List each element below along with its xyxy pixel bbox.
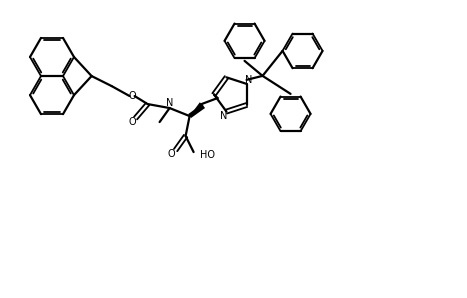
Text: O: O (168, 149, 176, 159)
Text: N: N (245, 75, 252, 85)
Text: N: N (220, 111, 227, 121)
Polygon shape (190, 102, 203, 116)
Text: HO: HO (199, 150, 215, 160)
Text: O: O (129, 117, 136, 127)
Text: N: N (166, 98, 173, 108)
Text: O: O (129, 91, 136, 101)
